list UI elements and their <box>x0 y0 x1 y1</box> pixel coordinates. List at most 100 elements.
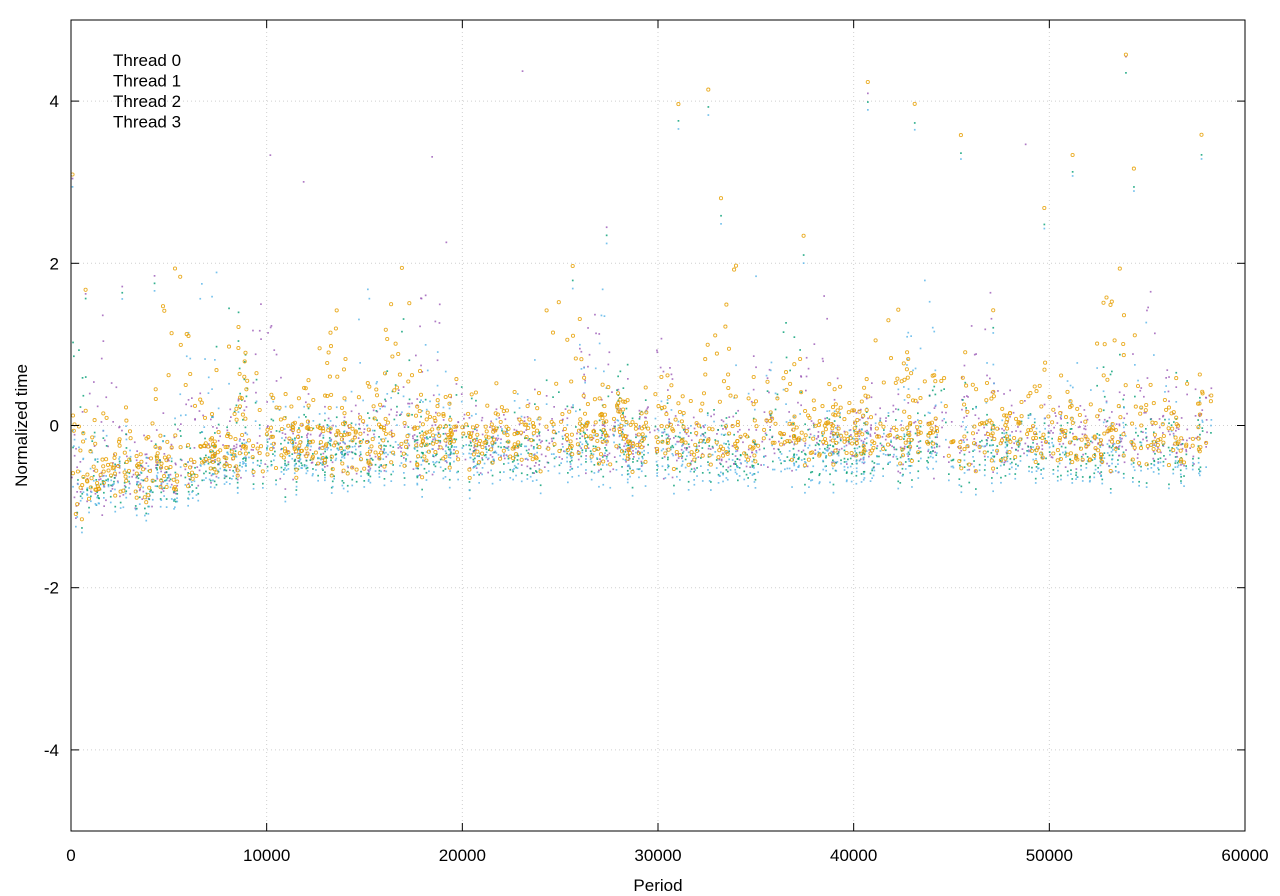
point <box>914 432 917 435</box>
point <box>909 448 912 450</box>
point <box>318 448 321 450</box>
point <box>629 447 632 450</box>
point <box>315 469 317 471</box>
point <box>862 458 865 461</box>
point <box>322 457 324 459</box>
point <box>298 460 301 463</box>
point <box>771 417 773 419</box>
point <box>114 510 117 513</box>
point <box>588 353 591 356</box>
point <box>262 482 264 485</box>
point <box>1176 462 1179 464</box>
point <box>199 400 204 405</box>
point <box>352 435 357 440</box>
point <box>1175 429 1177 432</box>
point <box>677 424 679 426</box>
point <box>779 451 782 453</box>
point <box>818 473 821 475</box>
point <box>1085 463 1088 465</box>
point <box>1204 440 1209 445</box>
point <box>860 439 863 442</box>
point <box>991 394 996 399</box>
point <box>931 441 936 446</box>
point <box>590 460 593 463</box>
point <box>473 443 478 448</box>
point <box>728 450 730 453</box>
point <box>653 429 656 432</box>
point <box>702 441 705 443</box>
point <box>416 476 419 479</box>
point <box>785 356 788 359</box>
point <box>153 290 156 292</box>
point <box>309 459 312 461</box>
point <box>159 459 161 461</box>
point <box>813 343 816 345</box>
point <box>534 456 539 461</box>
point <box>348 427 350 429</box>
point <box>227 453 230 455</box>
point <box>492 451 495 454</box>
point <box>1106 420 1109 422</box>
point <box>676 401 681 406</box>
point <box>1007 450 1012 455</box>
point <box>757 471 759 474</box>
point <box>344 449 346 452</box>
point <box>427 414 433 419</box>
point <box>569 379 574 384</box>
point <box>665 440 670 446</box>
point <box>603 454 605 457</box>
point <box>667 456 669 459</box>
point <box>224 458 227 461</box>
point <box>871 477 873 479</box>
point <box>680 465 683 467</box>
point <box>996 467 998 469</box>
point <box>1180 476 1182 478</box>
point <box>343 424 346 427</box>
point <box>378 466 380 469</box>
point <box>367 478 370 481</box>
point <box>393 454 396 456</box>
point <box>155 474 158 477</box>
point <box>187 399 190 401</box>
point <box>385 451 387 454</box>
point <box>434 320 437 323</box>
point <box>397 372 402 377</box>
point <box>474 457 476 460</box>
point <box>318 413 321 415</box>
point <box>674 435 677 438</box>
point <box>975 405 977 408</box>
point <box>284 433 287 435</box>
point <box>301 464 303 467</box>
point <box>83 408 88 413</box>
point <box>299 448 305 453</box>
point <box>311 474 314 477</box>
point <box>194 466 196 469</box>
point <box>266 426 269 428</box>
point <box>272 446 274 448</box>
point <box>114 469 116 472</box>
point <box>993 424 995 426</box>
point <box>474 423 479 428</box>
point <box>901 447 904 450</box>
point <box>501 409 506 414</box>
point <box>165 439 170 444</box>
point <box>513 411 516 414</box>
point <box>355 448 357 451</box>
point <box>351 451 354 454</box>
point <box>1077 426 1080 429</box>
point <box>495 437 498 440</box>
point <box>419 474 421 476</box>
point <box>287 450 290 453</box>
point <box>297 460 300 462</box>
point <box>407 414 410 417</box>
point <box>961 376 963 379</box>
point <box>896 458 899 460</box>
point <box>519 419 524 424</box>
point <box>960 485 963 488</box>
point <box>644 399 647 401</box>
point <box>630 469 635 474</box>
point <box>707 114 710 116</box>
point <box>500 438 502 441</box>
point <box>850 480 853 483</box>
point <box>239 464 241 467</box>
